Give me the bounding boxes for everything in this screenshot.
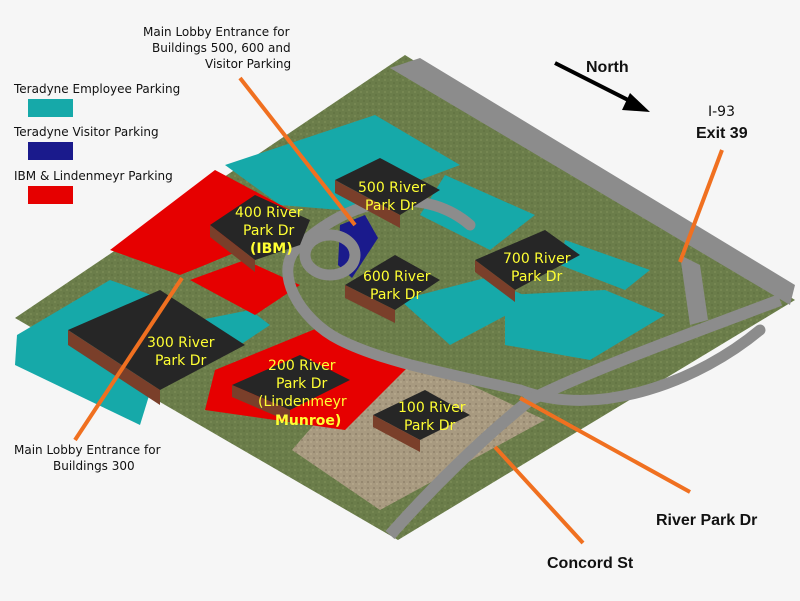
north-arrow — [554, 61, 650, 112]
b400-line3: (IBM) — [250, 241, 293, 257]
b300-line2: Park Dr — [155, 353, 206, 369]
bottom-lobby-line1: Main Lobby Entrance for — [14, 443, 161, 457]
building-500 — [335, 158, 440, 228]
b600-line2: Park Dr — [370, 287, 421, 303]
legend-label-ibm: IBM & Lindenmeyr Parking — [14, 169, 173, 183]
building-100 — [373, 390, 470, 452]
b500-line1: 500 River — [358, 180, 426, 196]
legend-swatch-ibm — [28, 186, 73, 204]
highway-ramp — [680, 255, 708, 325]
b200-line1: 200 River — [268, 358, 336, 374]
concord-street — [385, 294, 783, 539]
b600-line1: 600 River — [363, 269, 431, 285]
highway-top — [390, 58, 795, 305]
top-lobby-line2: Buildings 500, 600 and — [152, 41, 291, 55]
b400-line2: Park Dr — [243, 223, 294, 239]
legend-label-employee: Teradyne Employee Parking — [13, 82, 180, 96]
legend-swatch-visitor — [28, 142, 73, 160]
building-200 — [232, 355, 350, 422]
b200-line3: (Lindenmeyr — [258, 394, 347, 410]
b200-line2: Park Dr — [276, 376, 327, 392]
building-400 — [210, 195, 310, 272]
bottom-lobby-line2: Buildings 300 — [53, 459, 135, 473]
building-700 — [475, 230, 580, 302]
b100-line2: Park Dr — [404, 418, 455, 434]
top-lobby-line3: Visitor Parking — [205, 57, 291, 71]
b500-line2: Park Dr — [365, 198, 416, 214]
concord-label: Concord St — [547, 555, 634, 572]
north-label: North — [586, 59, 629, 76]
b700-line2: Park Dr — [511, 269, 562, 285]
top-lobby-line1: Main Lobby Entrance for — [143, 25, 290, 39]
highway-label-line1: I-93 — [708, 104, 735, 120]
building-300 — [68, 290, 245, 405]
building-600 — [345, 255, 440, 323]
river-park-label: River Park Dr — [656, 512, 757, 529]
legend: Teradyne Employee Parking Teradyne Visit… — [13, 82, 180, 204]
b100-line1: 100 River — [398, 400, 466, 416]
b300-line1: 300 River — [147, 335, 215, 351]
highway-label-line2: Exit 39 — [696, 125, 748, 142]
callout-lines — [73, 76, 724, 545]
legend-label-visitor: Teradyne Visitor Parking — [13, 125, 159, 139]
b700-line1: 700 River — [503, 251, 571, 267]
b400-line1: 400 River — [235, 205, 303, 221]
b200-line4: Munroe) — [275, 413, 341, 429]
legend-swatch-employee — [28, 99, 73, 117]
